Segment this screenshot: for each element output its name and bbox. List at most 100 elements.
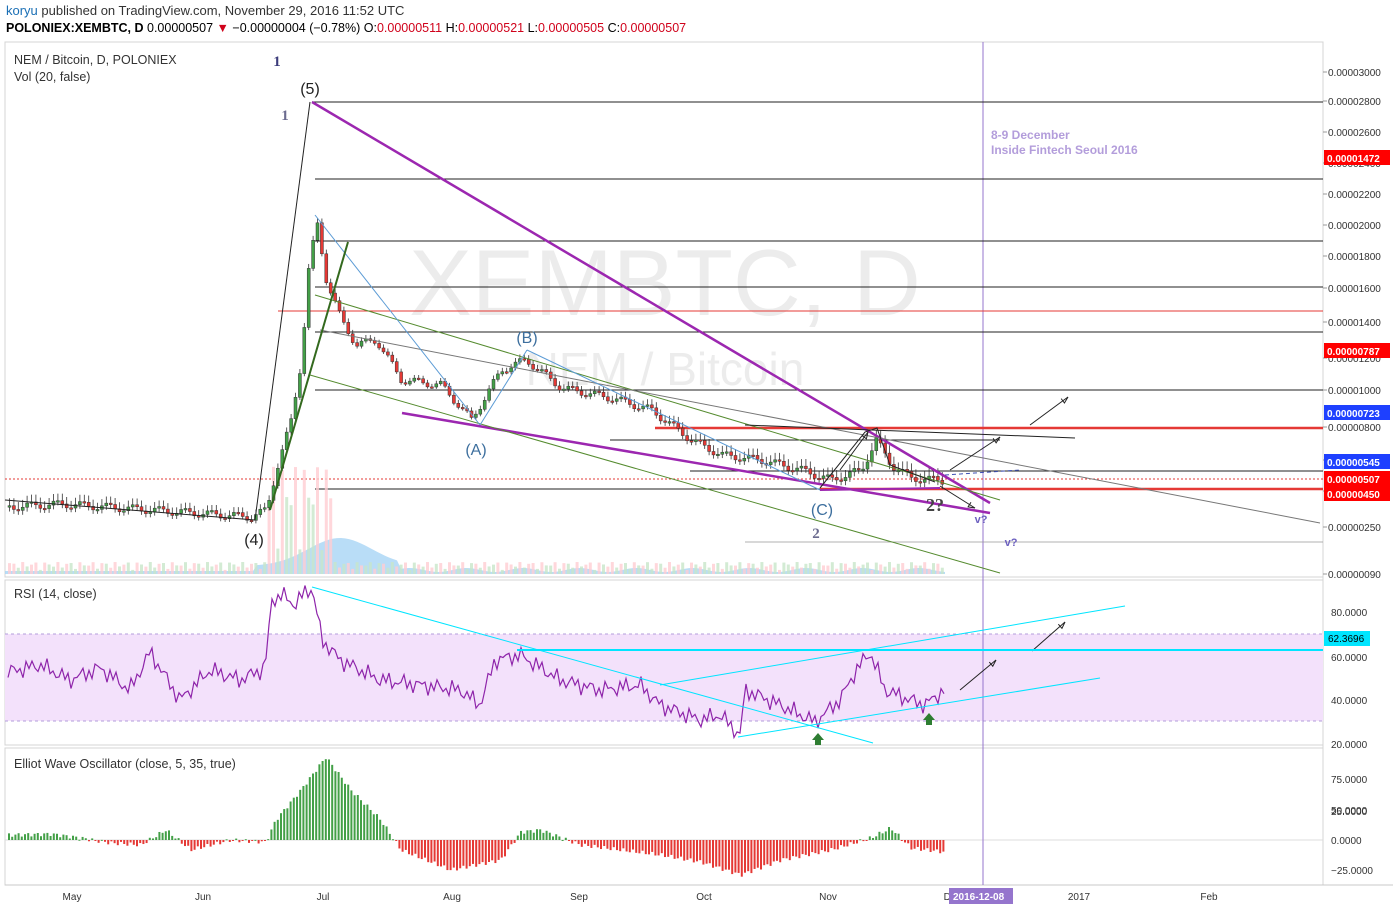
candle-body bbox=[544, 369, 549, 373]
ewo-bar bbox=[478, 840, 481, 865]
ewo-bar bbox=[763, 840, 766, 866]
volume-bar bbox=[492, 564, 495, 574]
ewo-bar bbox=[289, 801, 292, 840]
author-link[interactable]: koryu bbox=[6, 3, 38, 18]
ewo-bar bbox=[699, 840, 702, 861]
ewo-bar bbox=[449, 840, 452, 871]
volume-bar bbox=[500, 569, 504, 574]
volume-bar bbox=[544, 565, 548, 574]
ewo-pane[interactable] bbox=[4, 747, 1324, 886]
zigzag bbox=[819, 427, 936, 489]
volume-bar bbox=[148, 562, 152, 574]
volume-bar bbox=[615, 567, 619, 574]
candle-body bbox=[698, 439, 703, 442]
ewo-bar bbox=[388, 833, 391, 840]
down-arrow-icon: ▼ bbox=[216, 21, 229, 35]
ewo-bar bbox=[497, 840, 500, 860]
ewo-bar bbox=[462, 840, 465, 866]
candle-body bbox=[504, 371, 509, 374]
candle-body bbox=[650, 404, 654, 409]
ewo-bars bbox=[8, 759, 945, 877]
ewo-bar bbox=[788, 840, 791, 861]
up-arrow-head bbox=[1060, 396, 1069, 404]
ewo-bar bbox=[468, 840, 471, 867]
ewo-bar bbox=[923, 840, 926, 850]
ewo-bar bbox=[331, 764, 334, 840]
candle-body bbox=[7, 505, 12, 508]
ewo-bar bbox=[740, 840, 743, 877]
up-arrow-head bbox=[992, 436, 1001, 444]
ewo-bar bbox=[315, 771, 318, 840]
volume-bar bbox=[786, 564, 790, 574]
volume-bar bbox=[514, 566, 517, 574]
ewo-bar bbox=[670, 840, 673, 855]
candle-body bbox=[399, 371, 403, 383]
volume-bar bbox=[157, 563, 161, 574]
volume-bar bbox=[109, 567, 113, 574]
candle-body bbox=[729, 451, 733, 456]
ewo-bar bbox=[715, 840, 718, 867]
candle-body bbox=[610, 400, 615, 403]
ewo-bar bbox=[65, 835, 68, 840]
volume-bar bbox=[333, 562, 337, 574]
candle-body bbox=[848, 471, 852, 478]
ewo-bar bbox=[193, 840, 196, 850]
volume-bar bbox=[536, 568, 539, 574]
impulse-line bbox=[254, 101, 311, 521]
ewo-bar bbox=[513, 840, 516, 843]
ewo-bar bbox=[792, 840, 794, 857]
volume-bar bbox=[412, 562, 416, 574]
price-tick-label: 0.00000800 bbox=[1328, 423, 1381, 434]
ewo-bar bbox=[276, 819, 279, 840]
ewo-bar bbox=[84, 838, 87, 840]
ewo-bar bbox=[312, 773, 314, 840]
ewo-bar bbox=[830, 840, 833, 849]
volume-bar bbox=[100, 563, 104, 574]
volume-bar bbox=[637, 565, 641, 574]
volume-bar bbox=[593, 569, 597, 574]
volume-bar bbox=[16, 567, 20, 574]
ewo-bar bbox=[420, 840, 423, 860]
base-line bbox=[4, 499, 256, 521]
volume-bar bbox=[91, 562, 95, 574]
ewo-bar bbox=[827, 840, 830, 853]
ewo-bar bbox=[241, 840, 244, 841]
candle-body bbox=[161, 506, 166, 510]
volume-bar bbox=[795, 562, 799, 574]
ewo-bar bbox=[33, 833, 36, 840]
ewo-bar bbox=[836, 840, 839, 850]
ewo-bar bbox=[382, 824, 385, 840]
candle-body bbox=[258, 508, 263, 515]
candle-body bbox=[531, 364, 535, 370]
ewo-bar bbox=[104, 840, 106, 842]
ewo-bar bbox=[20, 836, 23, 840]
volume-bar bbox=[12, 563, 16, 574]
ewo-bar bbox=[264, 840, 266, 841]
volume-bar bbox=[813, 568, 817, 574]
ewo-bar bbox=[168, 830, 170, 840]
ewo-bar bbox=[833, 840, 836, 850]
ewo-bar bbox=[843, 840, 846, 847]
wave-label: 1 bbox=[281, 108, 289, 124]
volume-bar bbox=[870, 569, 874, 574]
ewo-bar bbox=[692, 840, 695, 863]
volume-bar bbox=[584, 564, 588, 574]
volume-bar bbox=[663, 567, 667, 574]
publish-header: koryu published on TradingView.com, Nove… bbox=[6, 3, 404, 18]
volume-bar bbox=[654, 563, 658, 574]
candle-body bbox=[588, 393, 593, 397]
volume-bar bbox=[122, 564, 126, 574]
candle-body bbox=[350, 333, 355, 343]
volume-bar bbox=[562, 563, 566, 574]
rsi-arrow bbox=[1031, 621, 1066, 652]
price-label-box bbox=[1324, 486, 1390, 501]
candle-body bbox=[51, 500, 56, 506]
ewo-bar bbox=[318, 764, 321, 840]
volume-bar bbox=[338, 567, 341, 574]
ewo-bar bbox=[302, 786, 305, 840]
ewo-tick-label: 75.0000 bbox=[1331, 775, 1368, 786]
price-tick-label: 0.00002000 bbox=[1328, 221, 1381, 232]
ewo-bar bbox=[216, 840, 218, 842]
candle-body bbox=[522, 358, 527, 361]
